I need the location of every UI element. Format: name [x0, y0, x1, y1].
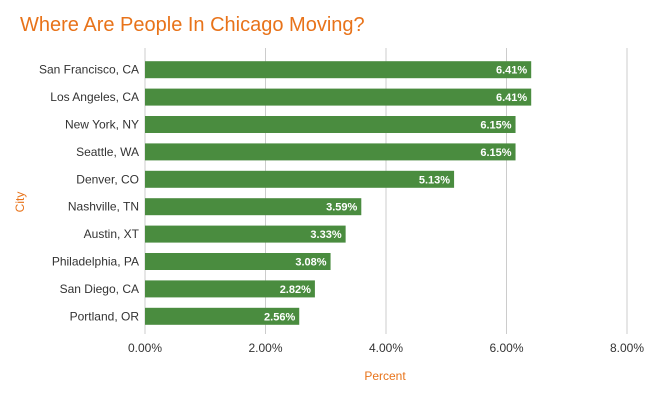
- bar: [145, 116, 516, 133]
- chart-title: Where Are People In Chicago Moving?: [20, 14, 365, 36]
- bar-data-label: 2.56%: [264, 311, 295, 323]
- bar: [145, 88, 532, 106]
- x-tick-label: 2.00%: [248, 341, 282, 355]
- x-tick-label: 0.00%: [128, 341, 162, 355]
- x-tick-label: 8.00%: [610, 341, 644, 355]
- bar-data-label: 6.41%: [496, 92, 527, 104]
- bar: [145, 61, 532, 79]
- bar: [145, 253, 331, 270]
- bar: [145, 143, 516, 161]
- bar-data-label: 3.59%: [326, 202, 357, 214]
- bar-data-label: 3.33%: [310, 229, 341, 241]
- y-category-label: Philadelphia, PA: [52, 255, 139, 269]
- bar-data-label: 6.41%: [496, 65, 527, 77]
- y-category-label: Nashville, TN: [68, 200, 139, 214]
- y-category-label: New York, NY: [65, 118, 139, 132]
- bar-data-label: 6.15%: [480, 120, 511, 132]
- bar-data-label: 5.13%: [419, 174, 450, 186]
- bar-data-label: 3.08%: [295, 257, 326, 269]
- x-axis-title: Percent: [364, 369, 406, 383]
- y-category-label: San Diego, CA: [60, 282, 139, 296]
- bar: [145, 280, 315, 298]
- y-category-label: Portland, OR: [70, 309, 140, 323]
- x-tick-label: 4.00%: [369, 341, 403, 355]
- bar-data-label: 6.15%: [480, 147, 511, 159]
- x-tick-label: 6.00%: [489, 341, 523, 355]
- y-category-label: Denver, CO: [76, 172, 139, 186]
- bar-data-label: 2.82%: [280, 284, 311, 296]
- y-category-label: Austin, XT: [84, 227, 140, 241]
- bar: [145, 307, 300, 325]
- y-category-label: San Francisco, CA: [39, 63, 139, 77]
- bar: [145, 225, 346, 243]
- y-category-label: Los Angeles, CA: [50, 90, 139, 104]
- y-category-label: Seattle, WA: [76, 145, 139, 159]
- bar: [145, 198, 362, 216]
- bar: [145, 170, 455, 188]
